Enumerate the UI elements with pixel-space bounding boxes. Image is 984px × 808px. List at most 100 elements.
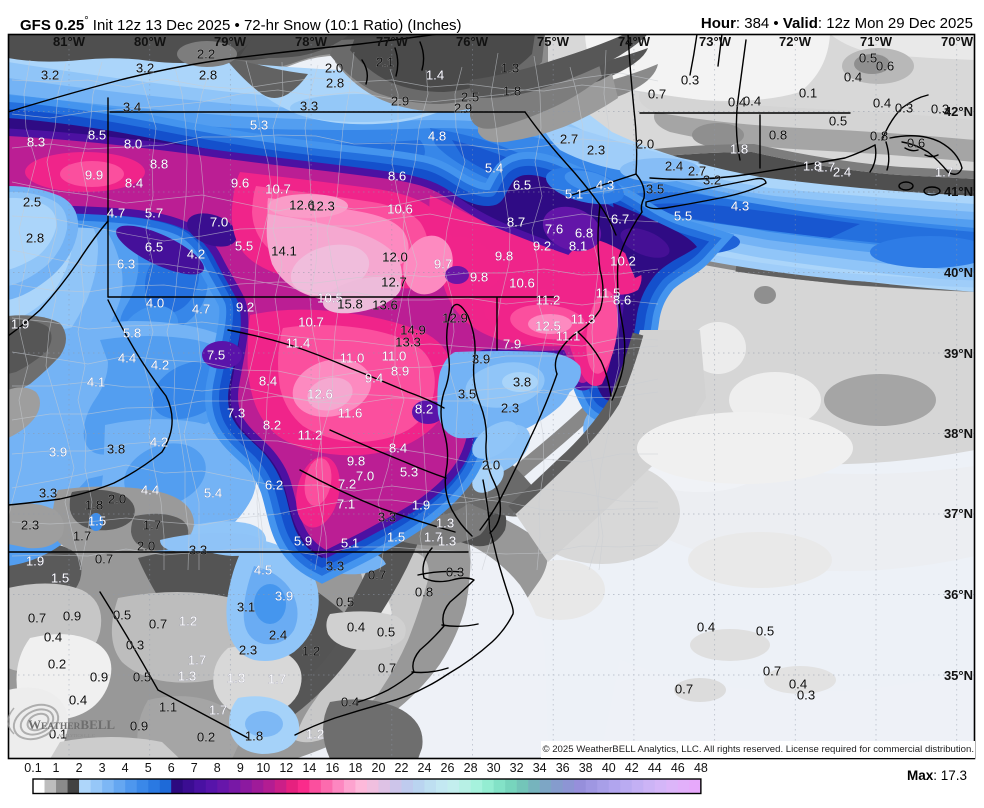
svg-text:1: 1 [53, 761, 60, 775]
svg-text:13.6: 13.6 [372, 298, 398, 313]
svg-text:9.7: 9.7 [434, 257, 452, 272]
svg-text:1.8: 1.8 [803, 159, 821, 174]
svg-text:1.3: 1.3 [438, 534, 456, 549]
svg-text:7.0: 7.0 [210, 215, 228, 230]
svg-text:3.5: 3.5 [646, 182, 664, 197]
svg-text:3.3: 3.3 [300, 99, 318, 114]
svg-text:0.7: 0.7 [149, 617, 167, 632]
svg-text:2.8: 2.8 [326, 76, 344, 91]
svg-text:2: 2 [76, 761, 83, 775]
svg-text:8.3: 8.3 [27, 135, 45, 150]
svg-text:8.7: 8.7 [507, 215, 525, 230]
svg-text:9.8: 9.8 [470, 270, 488, 285]
svg-text:36: 36 [556, 761, 570, 775]
svg-text:41°N: 41°N [944, 184, 973, 199]
svg-text:14: 14 [302, 761, 316, 775]
svg-text:3.3: 3.3 [378, 510, 396, 525]
svg-text:3.2: 3.2 [41, 68, 59, 83]
svg-text:1.7: 1.7 [935, 165, 953, 180]
svg-text:1.3: 1.3 [178, 669, 196, 684]
svg-text:0.2: 0.2 [48, 657, 66, 672]
svg-text:4.0: 4.0 [146, 296, 164, 311]
svg-text:10.7: 10.7 [298, 315, 324, 330]
svg-text:6: 6 [168, 761, 175, 775]
svg-text:11.5: 11.5 [596, 286, 621, 301]
svg-text:70°W: 70°W [941, 34, 974, 49]
svg-text:4.7: 4.7 [192, 302, 210, 317]
svg-text:34: 34 [533, 761, 547, 775]
svg-text:8.0: 8.0 [124, 137, 142, 152]
svg-text:5.9: 5.9 [294, 534, 312, 549]
svg-text:72°W: 72°W [779, 34, 812, 49]
svg-text:0.3: 0.3 [681, 73, 699, 88]
svg-text:11.0: 11.0 [382, 349, 407, 364]
svg-text:1.7: 1.7 [268, 672, 286, 687]
svg-text:79°W: 79°W [214, 34, 247, 49]
svg-text:5: 5 [145, 761, 152, 775]
svg-text:0.5: 0.5 [859, 51, 877, 66]
svg-text:15.8: 15.8 [337, 297, 363, 312]
svg-text:28: 28 [464, 761, 478, 775]
svg-text:2.3: 2.3 [239, 643, 257, 658]
svg-text:0.5: 0.5 [829, 114, 847, 129]
svg-text:1.9: 1.9 [412, 498, 430, 513]
svg-text:80°W: 80°W [134, 34, 167, 49]
svg-text:5.4: 5.4 [204, 486, 222, 501]
svg-text:0.9: 0.9 [90, 670, 108, 685]
svg-text:78°W: 78°W [295, 34, 328, 49]
svg-text:2.3: 2.3 [501, 401, 519, 416]
svg-text:6.7: 6.7 [611, 212, 629, 227]
svg-text:10.7: 10.7 [265, 182, 291, 197]
svg-text:6.8: 6.8 [575, 226, 593, 241]
svg-text:30: 30 [487, 761, 501, 775]
svg-text:44: 44 [648, 761, 662, 775]
svg-text:75°W: 75°W [537, 34, 570, 49]
svg-text:40°N: 40°N [944, 265, 973, 280]
svg-text:0.4: 0.4 [873, 96, 891, 111]
svg-text:7: 7 [191, 761, 198, 775]
svg-text:1.7: 1.7 [424, 530, 442, 545]
svg-text:8.6: 8.6 [388, 169, 406, 184]
svg-text:2.2: 2.2 [197, 47, 215, 62]
svg-text:2.8: 2.8 [199, 68, 217, 83]
svg-text:8.5: 8.5 [88, 128, 106, 143]
svg-text:5.8: 5.8 [123, 326, 141, 341]
svg-text:3.9: 3.9 [472, 352, 490, 367]
svg-text:1.2: 1.2 [302, 644, 320, 659]
svg-text:6.2: 6.2 [265, 478, 283, 493]
svg-text:4.2: 4.2 [187, 247, 205, 262]
svg-text:0.4: 0.4 [743, 94, 761, 109]
svg-text:9.8: 9.8 [347, 454, 365, 469]
svg-text:0.5: 0.5 [133, 670, 151, 685]
svg-text:2.1: 2.1 [376, 55, 394, 70]
svg-text:2.3: 2.3 [21, 518, 39, 533]
svg-text:12.5: 12.5 [535, 319, 561, 334]
svg-text:0.8: 0.8 [870, 129, 888, 144]
svg-text:7.2: 7.2 [338, 477, 356, 492]
svg-text:2.9: 2.9 [391, 94, 409, 109]
svg-text:10.2: 10.2 [610, 254, 636, 269]
svg-text:9.4: 9.4 [365, 371, 383, 386]
svg-text:8.8: 8.8 [150, 157, 168, 172]
svg-text:5.1: 5.1 [341, 536, 359, 551]
svg-text:0.8: 0.8 [769, 128, 787, 143]
svg-text:1.2: 1.2 [306, 727, 324, 742]
svg-text:8.4: 8.4 [389, 441, 407, 456]
svg-text:3: 3 [99, 761, 106, 775]
svg-text:8.4: 8.4 [125, 176, 143, 191]
svg-text:6.5: 6.5 [145, 240, 163, 255]
svg-text:1.8: 1.8 [503, 84, 521, 99]
svg-text:5.5: 5.5 [235, 239, 253, 254]
svg-text:9.2: 9.2 [236, 300, 254, 315]
svg-text:0.2: 0.2 [197, 730, 215, 745]
svg-text:3.3: 3.3 [326, 559, 344, 574]
svg-text:81°W: 81°W [53, 34, 86, 49]
svg-text:2.0: 2.0 [636, 137, 654, 152]
svg-text:73°W: 73°W [699, 34, 732, 49]
svg-text:11.3: 11.3 [571, 312, 596, 327]
svg-text:4.2: 4.2 [150, 435, 168, 450]
svg-text:7.0: 7.0 [356, 469, 374, 484]
svg-text:11.0: 11.0 [340, 351, 365, 366]
svg-text:0.9: 0.9 [63, 609, 81, 624]
svg-text:10: 10 [256, 761, 270, 775]
